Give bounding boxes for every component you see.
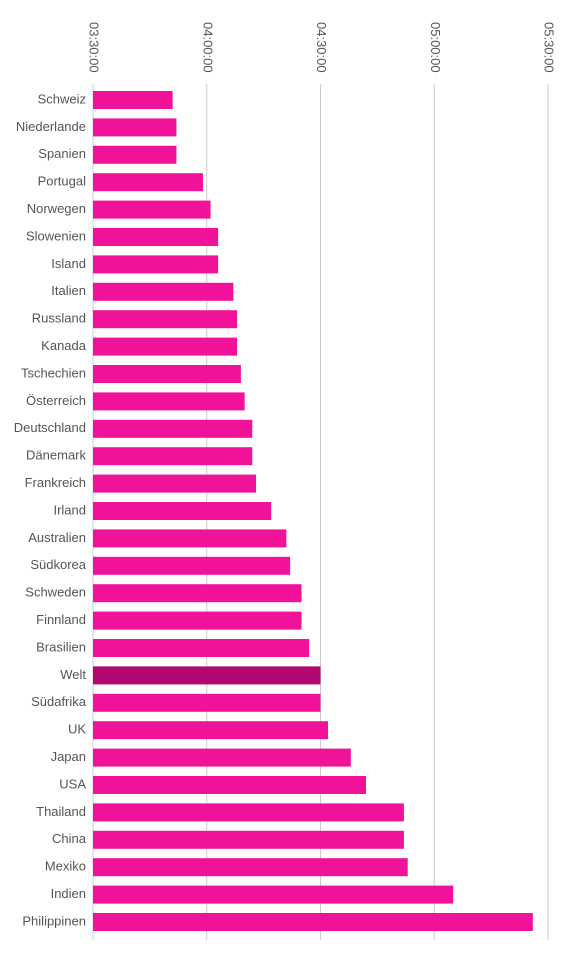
bar <box>93 282 234 301</box>
bar <box>93 173 203 192</box>
bar <box>93 803 404 822</box>
bar <box>93 639 310 657</box>
y-tick-label: Indien <box>51 886 86 901</box>
bar <box>93 748 351 767</box>
y-tick-label: Schweiz <box>38 91 86 106</box>
y-tick-label: Norwegen <box>27 201 86 216</box>
x-tick-label: 05:00:00 <box>428 22 443 73</box>
bar <box>93 91 173 109</box>
bar <box>93 447 253 466</box>
y-tick-label: Brasilien <box>36 639 86 654</box>
y-tick-label: Österreich <box>26 393 86 408</box>
y-tick-label: Island <box>51 256 86 271</box>
bar <box>93 392 245 411</box>
y-tick-label: Philippinen <box>22 913 86 928</box>
y-tick-label: Welt <box>60 667 86 682</box>
bar <box>93 419 253 438</box>
y-tick-label: Südkorea <box>30 557 86 572</box>
bar <box>93 228 219 246</box>
y-tick-label: Finnland <box>36 612 86 627</box>
x-tick-label: 05:30:00 <box>542 22 557 73</box>
y-tick-label: Spanien <box>38 146 86 161</box>
y-tick-label: Australien <box>28 530 86 545</box>
y-tick-label: UK <box>68 722 86 737</box>
bar <box>93 830 404 849</box>
y-tick-label: USA <box>59 776 86 791</box>
y-tick-label: Italien <box>51 283 86 298</box>
bar <box>93 693 321 712</box>
y-tick-label: Russland <box>32 311 86 326</box>
bar <box>93 529 287 548</box>
x-tick-label: 04:30:00 <box>314 22 329 73</box>
bar <box>93 611 302 630</box>
bar <box>93 776 366 794</box>
y-tick-label: Schweden <box>25 585 86 600</box>
bar <box>93 858 408 877</box>
y-tick-label: Niederlande <box>16 119 86 134</box>
y-tick-label: Irland <box>53 502 86 517</box>
y-tick-label: Thailand <box>36 804 86 819</box>
bar <box>93 365 241 383</box>
bar <box>93 721 329 740</box>
y-tick-label: China <box>52 831 87 846</box>
bar <box>93 584 302 603</box>
bar <box>93 474 257 493</box>
bar <box>93 337 238 356</box>
bar <box>93 255 219 274</box>
bar <box>93 666 321 685</box>
bar <box>93 913 533 931</box>
bar <box>93 885 454 904</box>
y-tick-label: Tschechien <box>21 365 86 380</box>
x-tick-label: 03:30:00 <box>87 22 102 73</box>
y-tick-label: Japan <box>51 749 86 764</box>
y-tick-label: Deutschland <box>14 420 86 435</box>
y-tick-label: Mexiko <box>45 859 86 874</box>
bar <box>93 118 177 137</box>
y-tick-label: Dänemark <box>26 448 86 463</box>
y-tick-label: Kanada <box>41 338 87 353</box>
x-tick-label: 04:00:00 <box>200 22 215 73</box>
bar <box>93 556 291 575</box>
bar <box>93 310 238 329</box>
bar <box>93 200 211 219</box>
y-tick-label: Portugal <box>38 174 87 189</box>
bar <box>93 145 177 164</box>
y-tick-label: Südafrika <box>31 694 87 709</box>
y-tick-label: Slowenien <box>26 228 86 243</box>
bar <box>93 502 272 520</box>
y-tick-label: Frankreich <box>25 475 86 490</box>
